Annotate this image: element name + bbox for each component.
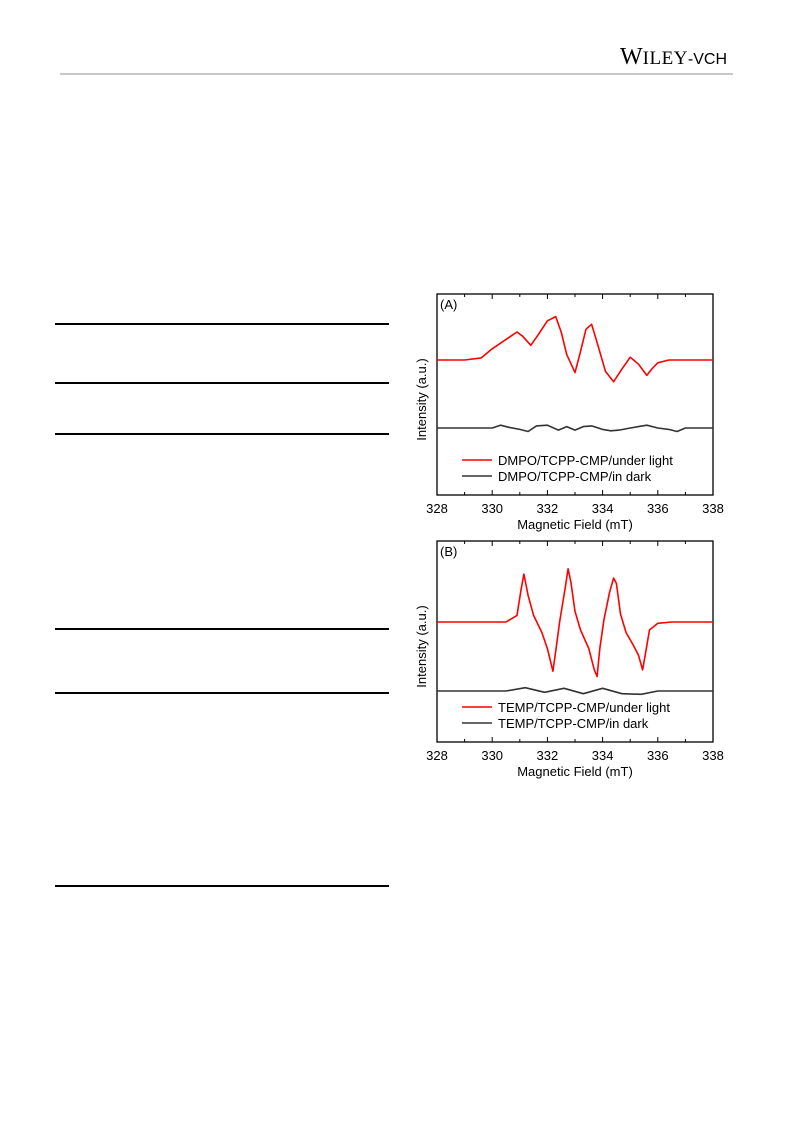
panel-b-series-line-light <box>437 567 713 678</box>
panel-a-panel-label: (A) <box>440 297 457 312</box>
panel-a-x-tick-label: 334 <box>592 501 614 516</box>
panel-b-x-tick-label: 334 <box>592 748 614 763</box>
panel-a-legend-label: DMPO/TCPP-CMP/in dark <box>498 469 652 484</box>
panel-a-x-tick-label: 338 <box>702 501 724 516</box>
table-rule-5 <box>55 692 389 694</box>
panel-b-x-tick-label: 336 <box>647 748 669 763</box>
panel-b-x-axis-label: Magnetic Field (mT) <box>517 764 633 779</box>
panel-b-x-tick-label: 328 <box>426 748 448 763</box>
table-rule-3 <box>55 433 389 435</box>
table-rule-2 <box>55 382 389 384</box>
table-rule-6 <box>55 885 389 887</box>
panel-b-y-axis-label: Intensity (a.u.) <box>414 605 429 687</box>
publisher-logo: WILEY-VCH <box>620 44 728 70</box>
panel-a-series-line-dark <box>437 424 713 433</box>
panel-a-x-tick-label: 336 <box>647 501 669 516</box>
panel-a-legend-label: DMPO/TCPP-CMP/under light <box>498 453 673 468</box>
panel-b-x-tick-label: 330 <box>481 748 503 763</box>
panel-b-series-line-dark <box>437 686 713 696</box>
panel-b-legend-label: TEMP/TCPP-CMP/under light <box>498 700 670 715</box>
panel-a-y-axis-label: Intensity (a.u.) <box>414 358 429 440</box>
panel-b-x-tick-label: 338 <box>702 748 724 763</box>
panel-b-legend-label: TEMP/TCPP-CMP/in dark <box>498 716 649 731</box>
panel-b-x-tick-label: 332 <box>537 748 559 763</box>
table-rule-1 <box>55 323 389 325</box>
panel-a-x-tick-label: 332 <box>537 501 559 516</box>
panel-a-x-tick-label: 328 <box>426 501 448 516</box>
panel-a-x-tick-label: 330 <box>481 501 503 516</box>
header-rule <box>60 73 733 75</box>
panel-b-panel-label: (B) <box>440 544 457 559</box>
table-rule-4 <box>55 628 389 630</box>
panel-a-series-line-light <box>437 315 713 383</box>
panel-a-x-axis-label: Magnetic Field (mT) <box>517 517 633 532</box>
